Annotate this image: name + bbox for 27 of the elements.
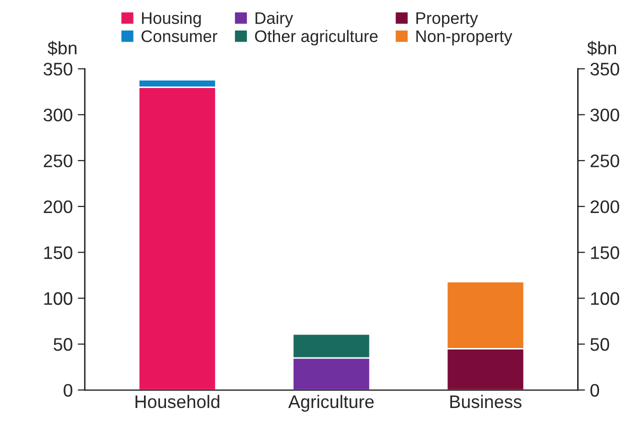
legend-label: Property: [416, 12, 478, 28]
y2-tick-label: 300: [590, 108, 620, 122]
y2-tick-label: 100: [591, 292, 620, 305]
x-tick-label: Business: [450, 394, 522, 408]
y2-tick-label: 150: [591, 246, 620, 260]
y2-tick-label: 200: [590, 200, 620, 214]
y-tick-label: 150: [44, 246, 72, 260]
y-tick-label: 300: [44, 108, 72, 122]
y2-axis-title: $bn: [587, 40, 616, 56]
y2-tick-label: 0: [590, 384, 600, 397]
y-tick-label: 0: [64, 384, 72, 397]
y2-tick-label: 250: [590, 154, 620, 168]
legend-label: Housing: [142, 12, 201, 28]
y-tick-label: 350: [44, 62, 72, 76]
y-tick-label: 50: [54, 338, 72, 351]
y-axis-title: $bn: [48, 40, 76, 56]
x-tick-label: Agriculture: [288, 394, 374, 412]
legend-label: Other agriculture: [255, 30, 378, 46]
y-tick-label: 250: [44, 154, 72, 168]
x-tick-label: Household: [136, 394, 220, 408]
y-tick-label: 200: [44, 200, 72, 214]
y2-tick-label: 50: [590, 338, 610, 351]
legend-label: Consumer: [142, 30, 218, 42]
legend-label: Non-property: [416, 30, 512, 46]
legend-label: Dairy: [256, 12, 294, 28]
y-tick-label: 100: [44, 292, 72, 305]
y2-tick-label: 350: [590, 62, 620, 76]
